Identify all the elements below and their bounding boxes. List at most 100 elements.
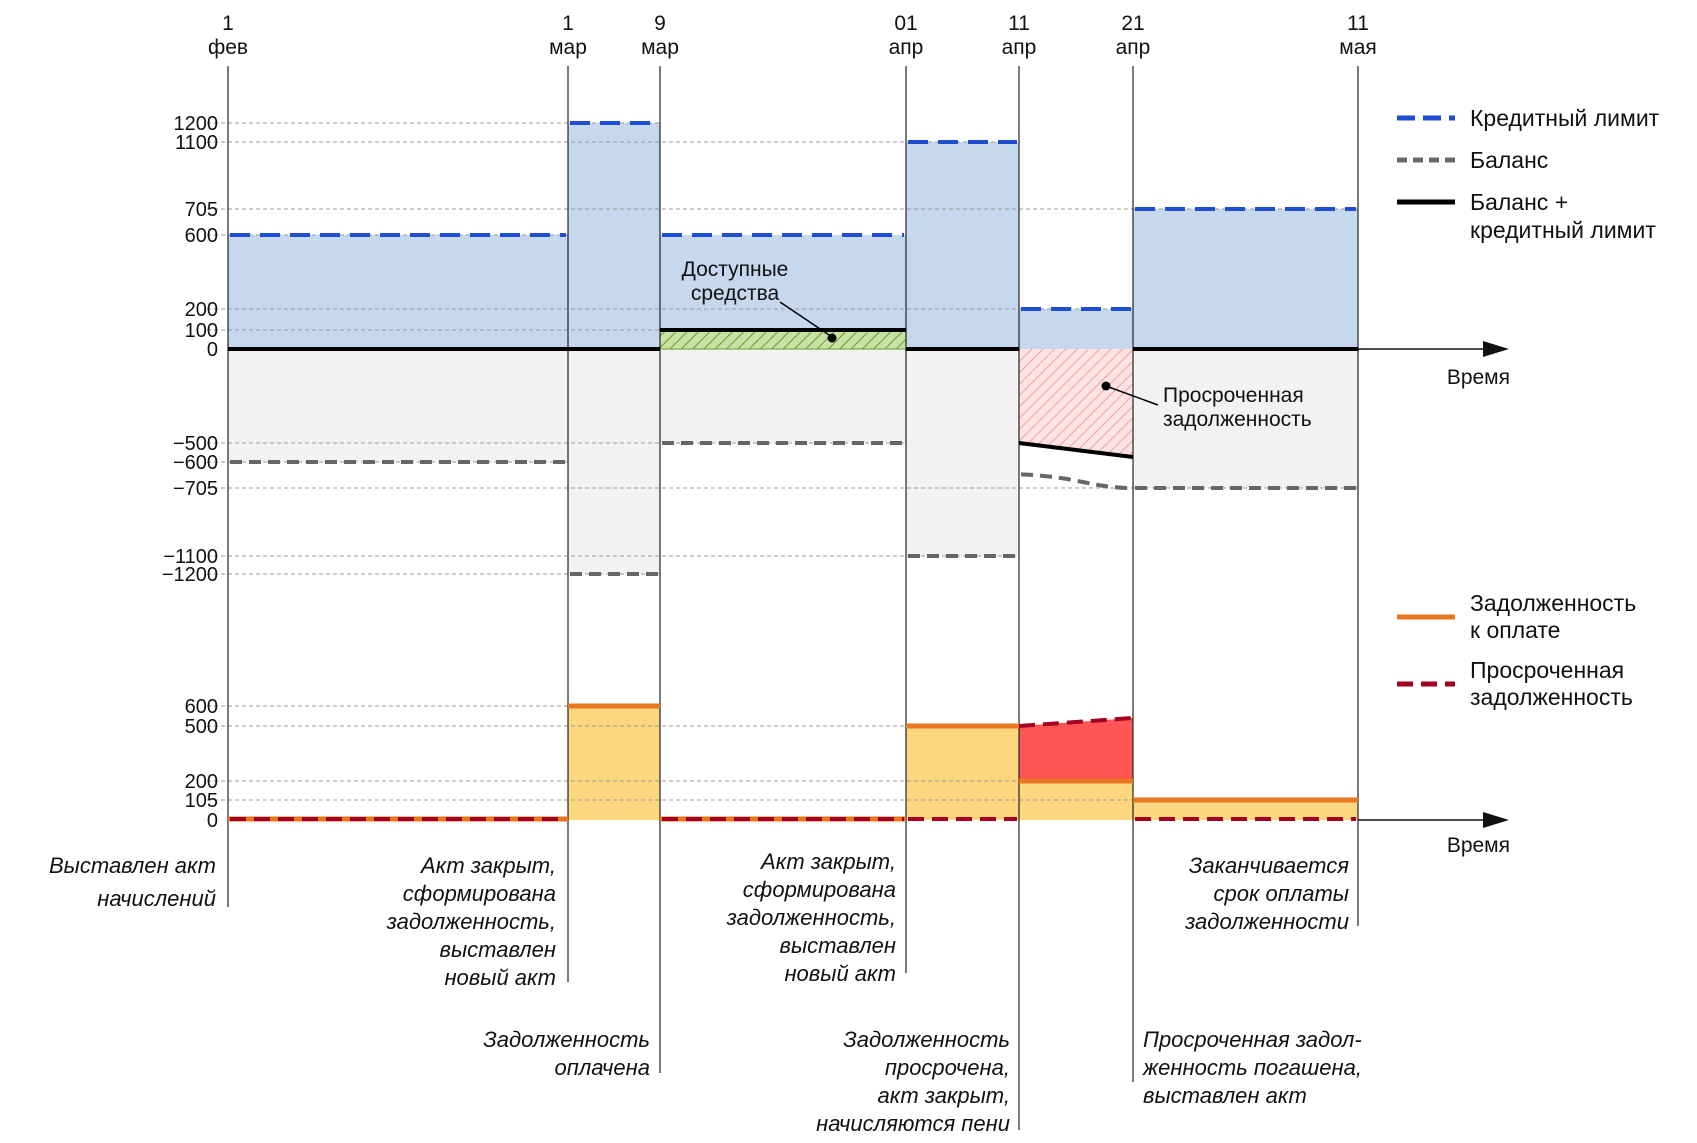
date-day-label: 01	[894, 12, 917, 35]
y-tick-label: 100	[185, 320, 218, 342]
negative-balance-fill	[906, 349, 1019, 556]
annotation-text: сформирована	[743, 877, 896, 902]
date-month-label: апр	[1116, 36, 1151, 59]
overdue-debt-fill	[1019, 718, 1133, 781]
y-tick-label: 600	[185, 225, 218, 247]
time-axis-bottom-arrow	[1483, 812, 1509, 828]
date-day-label: 11	[1008, 12, 1030, 35]
overdue-debt-pointer-dot	[1101, 381, 1111, 391]
fill-areas	[228, 123, 1358, 820]
text-labels: 1фев1мар9мар01апр11апр21апр11мая12001100…	[49, 12, 1660, 1136]
legend-credit-limit: Кредитный лимит	[1470, 105, 1660, 131]
available-area-fill	[660, 235, 906, 330]
annotation-text: начисляются пени	[816, 1111, 1010, 1136]
negative-balance-fill	[1133, 349, 1358, 488]
date-lines	[227, 66, 1359, 1130]
y-tick-label: 600	[185, 696, 218, 718]
available-area-fill	[568, 123, 660, 349]
y-tick-label: 1100	[175, 132, 218, 154]
y-tick-label: −1200	[162, 564, 218, 586]
annotation-text: начислений	[97, 886, 216, 911]
annotation-text: Выставлен акт	[49, 853, 216, 878]
available-funds-hatch	[659, 329, 907, 350]
y-tick-label: 1200	[174, 113, 219, 135]
available-area-fill	[1019, 309, 1133, 349]
annotation-text: выставлен	[440, 937, 557, 962]
annotation-text: задолженности	[1184, 909, 1349, 934]
annotation-text: Заканчивается	[1189, 853, 1349, 878]
y-tick-label: −1100	[163, 546, 218, 568]
y-tick-label: 500	[185, 716, 218, 738]
series-lines	[228, 121, 1358, 822]
available-funds-label: Доступные	[682, 258, 789, 281]
date-day-label: 21	[1121, 12, 1144, 35]
annotation-text: оплачена	[555, 1055, 650, 1080]
annotation-text: Акт закрыт,	[759, 849, 896, 874]
y-tick-label: 200	[185, 771, 218, 793]
y-tick-label: 105	[185, 790, 218, 812]
available-funds-pointer	[779, 301, 833, 338]
annotation-text: Задолженность	[843, 1027, 1010, 1052]
negative-balance-fill	[568, 349, 660, 574]
annotation-text: задолженность,	[726, 905, 896, 930]
date-month-label: апр	[889, 36, 924, 59]
annotation-text: срок оплаты	[1214, 881, 1349, 906]
axes	[1358, 341, 1509, 828]
y-tick-label: −500	[173, 433, 218, 455]
annotation-text: Просроченная задол-	[1143, 1027, 1362, 1052]
time-axis-label: Время	[1447, 366, 1510, 389]
negative-balance-fill	[660, 349, 906, 443]
annotation-text: акт закрыт,	[877, 1083, 1010, 1108]
date-month-label: фев	[208, 36, 248, 59]
annotation-text: выставлен	[780, 933, 897, 958]
overdue-debt-line	[1018, 716, 1134, 728]
legend-balance: Баланс	[1470, 147, 1548, 173]
annotation-text: задолженность,	[386, 909, 556, 934]
y-tick-label: 0	[207, 339, 218, 361]
annotation-text: женность погашена,	[1142, 1055, 1362, 1080]
date-day-label: 1	[222, 12, 234, 35]
legend-debt-due: Задолженность	[1470, 590, 1636, 616]
legend-balance-plus-limit: Баланс +	[1470, 189, 1568, 215]
date-day-label: 9	[654, 12, 666, 35]
balance-plus-limit-line	[1018, 441, 1134, 459]
negative-balance-fill	[228, 349, 568, 462]
annotation-text: новый акт	[784, 961, 896, 986]
available-area-fill	[228, 235, 568, 349]
date-month-label: мар	[641, 36, 679, 59]
annotation-text: Задолженность	[483, 1027, 650, 1052]
debt-due-fill	[568, 706, 660, 820]
y-tick-label: 705	[185, 199, 218, 221]
debt-due-fill	[906, 726, 1019, 820]
legend-overdue-debt: Просроченная	[1470, 657, 1624, 683]
time-axis-label: Время	[1447, 834, 1510, 857]
annotation-text: новый акт	[444, 965, 556, 990]
available-area-fill	[906, 142, 1019, 349]
annotation-text: Акт закрыт,	[419, 853, 556, 878]
y-tick-label: 200	[185, 299, 218, 321]
overdue-debt-pointer	[1105, 385, 1159, 406]
date-month-label: мар	[549, 36, 587, 59]
y-tick-label: −600	[173, 452, 218, 474]
date-day-label: 1	[562, 12, 574, 35]
legend-overdue-debt: задолженность	[1470, 684, 1633, 710]
y-tick-label: −705	[173, 478, 218, 500]
debt-due-fill	[1133, 800, 1358, 820]
overdue-debt-label: Просроченная	[1163, 384, 1304, 407]
available-area-fill	[1133, 209, 1358, 349]
legend-debt-due: к оплате	[1470, 617, 1560, 643]
y-tick-label: 0	[207, 810, 218, 832]
available-funds-label: средства	[691, 282, 780, 305]
balance-line	[1020, 472, 1132, 490]
available-funds-pointer-dot	[827, 333, 837, 343]
annotation-text: сформирована	[403, 881, 556, 906]
legend-balance-plus-limit: кредитный лимит	[1470, 217, 1656, 243]
overdue-debt-label: задолженность	[1163, 408, 1312, 431]
date-month-label: мая	[1339, 36, 1377, 59]
annotation-text: просрочена,	[885, 1055, 1010, 1080]
overdue-debt-hatch	[1019, 349, 1133, 457]
annotation-text: выставлен акт	[1143, 1083, 1307, 1108]
date-month-label: апр	[1002, 36, 1037, 59]
time-axis-top-arrow	[1483, 341, 1509, 357]
